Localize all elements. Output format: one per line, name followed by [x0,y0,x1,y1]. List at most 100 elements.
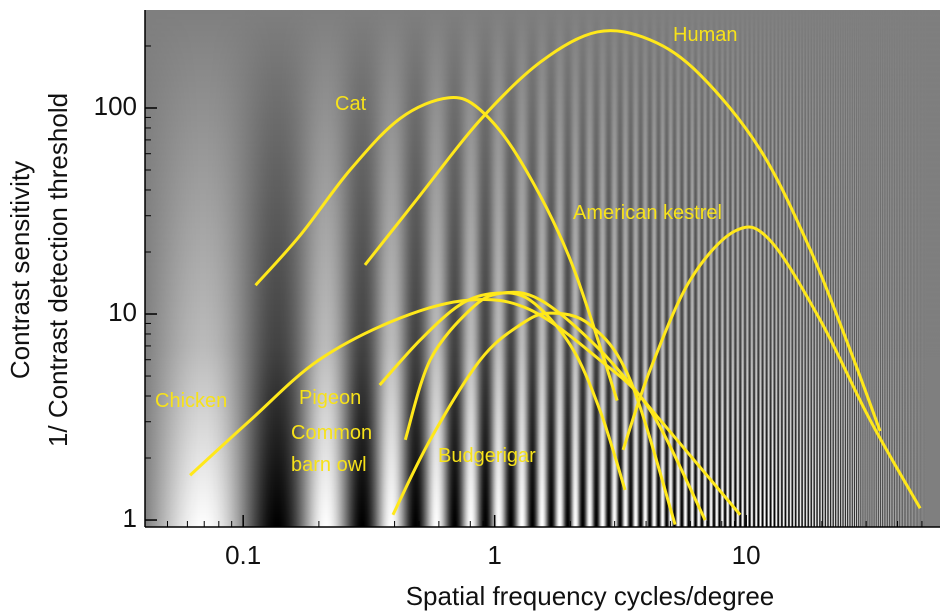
grating-stripe [533,10,535,527]
grating-stripe [727,10,729,527]
grating-stripe [858,10,860,527]
grating-stripe [304,10,306,527]
grating-stripe [679,10,681,527]
grating-stripe [499,10,501,527]
grating-stripe [307,10,309,527]
grating-stripe [562,10,564,527]
grating-stripe [348,10,350,527]
grating-stripe [283,10,285,527]
grating-stripe [487,10,489,527]
grating-stripe [774,10,776,527]
grating-stripe [566,10,568,527]
grating-stripe [255,10,257,527]
grating-stripe [913,10,915,527]
grating-stripe [216,10,218,527]
grating-stripe [813,10,815,527]
grating-stripe [422,10,424,527]
grating-stripe [276,10,278,527]
grating-stripe [382,10,384,527]
grating-stripe [319,10,321,527]
grating-stripe [575,10,577,527]
curve-label: Pigeon [299,387,362,409]
grating-stripe [172,10,174,527]
grating-stripe [656,10,658,527]
grating-stripe [591,10,593,527]
grating-stripe [164,10,166,527]
grating-stripe [796,10,798,527]
grating-stripe [362,10,364,527]
grating-stripe [765,10,767,527]
grating-stripe [459,10,461,527]
x-axis-title: Spatial frequency cycles/degree [406,581,775,611]
grating-stripe [824,10,826,527]
grating-stripe [861,10,863,527]
grating-stripe [920,10,922,527]
grating-stripe [368,10,370,527]
grating-stripe [835,10,837,527]
grating-stripe [180,10,182,527]
grating-stripe [887,10,889,527]
grating-stripe [678,10,680,527]
grating-stripe [325,10,327,527]
grating-stripe [758,10,760,527]
grating-stripe [462,10,464,527]
axes: 0.1 1 10 1 10 100 [94,10,940,570]
grating-stripe [649,10,651,527]
grating-stripe [763,10,765,527]
grating-stripe [661,10,663,527]
curve-label: Human [673,24,738,46]
grating-stripe [917,10,919,527]
grating-stripe [771,10,773,527]
grating-stripe [878,10,880,527]
grating-stripe [520,10,522,527]
grating-stripe [548,10,550,527]
grating-stripe [171,10,173,527]
grating-stripe [531,10,533,527]
grating-stripe [257,10,259,527]
grating-stripe [707,10,709,527]
grating-stripe [400,10,402,527]
grating-stripe [266,10,268,527]
grating-stripe [226,10,228,527]
grating-stripe [177,10,179,527]
grating-stripe [748,10,750,527]
grating-stripe [718,10,720,527]
grating-stripe [507,10,509,527]
grating-stripe [860,10,862,527]
grating-stripe [658,10,660,527]
grating-stripe [902,10,904,527]
grating-stripe [515,10,517,527]
curve [403,290,742,516]
grating-stripe [882,10,884,527]
grating-stripe [753,10,755,527]
grating-stripe [921,10,923,527]
grating-stripe [907,10,909,527]
grating-stripe [897,10,899,527]
grating-stripe [760,10,762,527]
grating-stripe [676,10,678,527]
grating-stripe [606,10,608,527]
grating-stripe [169,10,171,527]
grating-stripe [582,10,584,527]
grating-stripe [786,10,788,527]
grating-stripe [690,10,692,527]
grating-stripe [388,10,390,527]
grating-stripe [588,10,590,527]
grating-stripe [530,10,532,527]
grating-stripe [513,10,515,527]
grating-stripe [826,10,828,527]
grating-stripe [289,10,291,527]
grating-stripe [506,10,508,527]
grating-stripe [184,10,186,527]
grating-stripe [529,10,531,527]
grating-stripe [730,10,732,527]
grating-stripe [852,10,854,527]
grating-stripe [445,10,447,527]
grating-stripe [439,10,441,527]
grating-stripe [936,10,938,527]
grating-stripe [689,10,691,527]
grating-stripe [828,10,830,527]
grating-stripe [157,10,159,527]
grating-stripe [866,10,868,527]
grating-stripe [937,10,939,527]
